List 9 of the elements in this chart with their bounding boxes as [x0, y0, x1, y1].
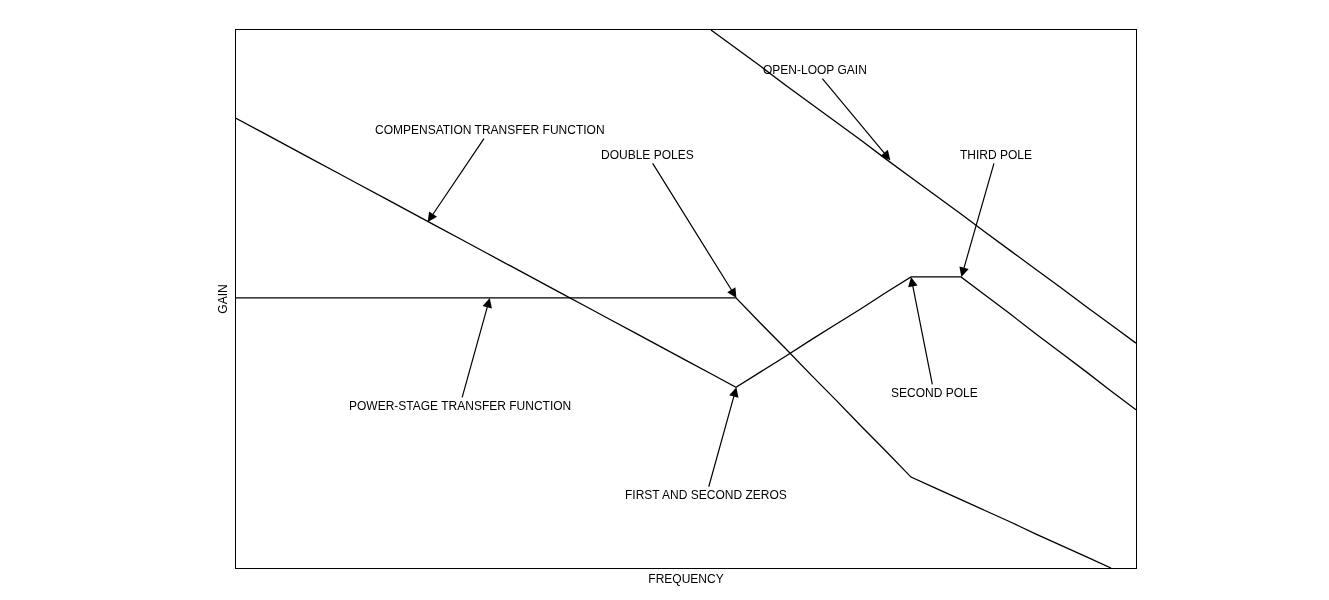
annotation: POWER-STAGE TRANSFER FUNCTION	[349, 399, 572, 413]
annotation: FIRST AND SECOND ZEROS	[625, 488, 787, 502]
annotation: OPEN-LOOP GAIN	[763, 63, 867, 77]
annotation: SECOND POLE	[891, 386, 978, 400]
y-axis-title: GAIN	[216, 284, 231, 314]
annotation: THIRD POLE	[960, 148, 1033, 162]
annotation: COMPENSATION TRANSFER FUNCTION	[375, 123, 605, 137]
x-axis-title: FREQUENCY	[648, 572, 724, 587]
annotation: DOUBLE POLES	[601, 148, 694, 162]
